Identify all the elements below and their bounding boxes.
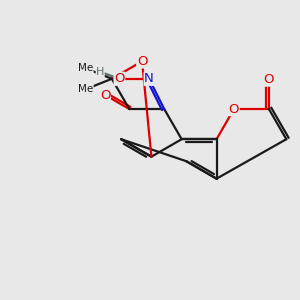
Text: N: N <box>144 72 154 85</box>
Text: O: O <box>229 103 239 116</box>
Text: O: O <box>100 88 110 101</box>
Text: Me: Me <box>78 63 93 73</box>
Text: H: H <box>96 67 104 77</box>
Text: Me: Me <box>78 84 93 94</box>
Text: O: O <box>264 73 274 86</box>
Text: O: O <box>114 72 125 85</box>
Text: O: O <box>137 55 147 68</box>
